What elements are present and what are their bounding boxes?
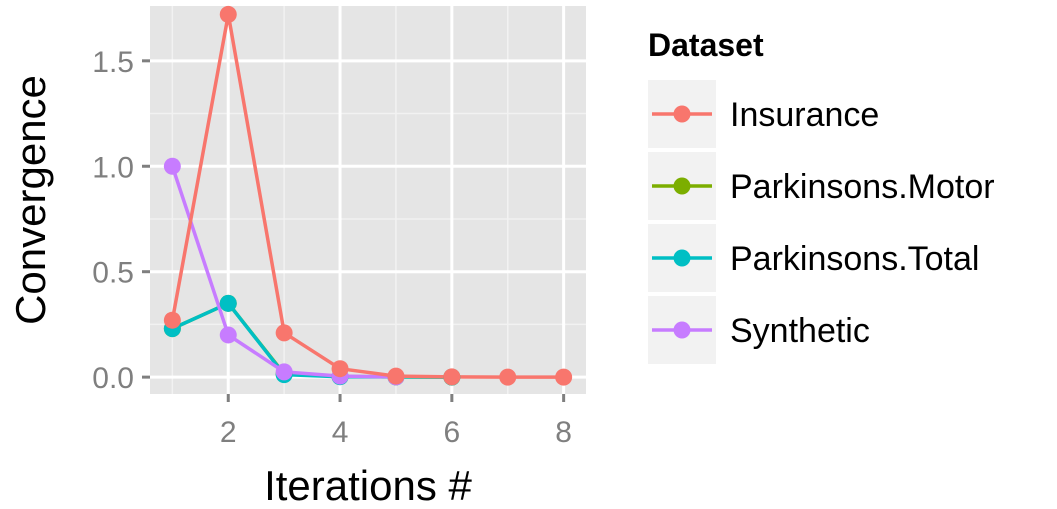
data-point-synthetic	[275, 363, 293, 381]
legend-key-marker	[673, 177, 691, 195]
grid-lines	[150, 6, 586, 394]
series-line-insurance	[170, 12, 564, 379]
legend-key-marker	[673, 321, 691, 339]
x-tick-label: 8	[555, 416, 572, 449]
data-point-insurance	[387, 367, 405, 385]
data-point-synthetic	[163, 157, 181, 175]
series-layer	[163, 5, 573, 386]
legend: Dataset Insurance Parkinsons.Motor Parkins…	[648, 27, 995, 364]
y-tick-label: 0.0	[92, 362, 134, 395]
legend-item: Insurance	[648, 80, 879, 148]
data-point-insurance	[219, 5, 237, 23]
data-point-insurance	[163, 311, 181, 329]
y-tick-label: 1.5	[92, 46, 134, 79]
legend-item: Parkinsons.Total	[648, 224, 979, 292]
axes: 2 4 6 8 0.0 0.5 1.0 1.5	[92, 46, 572, 449]
data-point-synthetic	[219, 326, 237, 344]
legend-label: Synthetic	[730, 312, 870, 350]
legend-title: Dataset	[648, 27, 764, 63]
data-point-insurance	[443, 368, 461, 386]
y-axis-title: Convergence	[7, 75, 54, 325]
x-tick-label: 2	[220, 416, 237, 449]
data-point-insurance	[331, 360, 349, 378]
legend-key-marker	[673, 249, 691, 267]
data-point-insurance	[499, 368, 517, 386]
data-point-insurance	[555, 368, 573, 386]
legend-label: Insurance	[730, 96, 879, 134]
data-point-parkinsons-total	[219, 294, 237, 312]
y-tick-label: 1.0	[92, 151, 134, 184]
y-tick-label: 0.5	[92, 257, 134, 290]
plot-panel	[150, 6, 586, 394]
legend-item: Parkinsons.Motor	[648, 152, 995, 220]
x-axis-title: Iterations #	[264, 462, 472, 509]
legend-key-marker	[673, 105, 691, 123]
legend-item: Synthetic	[648, 296, 870, 364]
x-tick-label: 4	[332, 416, 349, 449]
x-tick-label: 6	[444, 416, 461, 449]
legend-label: Parkinsons.Total	[730, 240, 979, 278]
legend-label: Parkinsons.Motor	[730, 168, 995, 206]
data-point-insurance	[275, 324, 293, 342]
